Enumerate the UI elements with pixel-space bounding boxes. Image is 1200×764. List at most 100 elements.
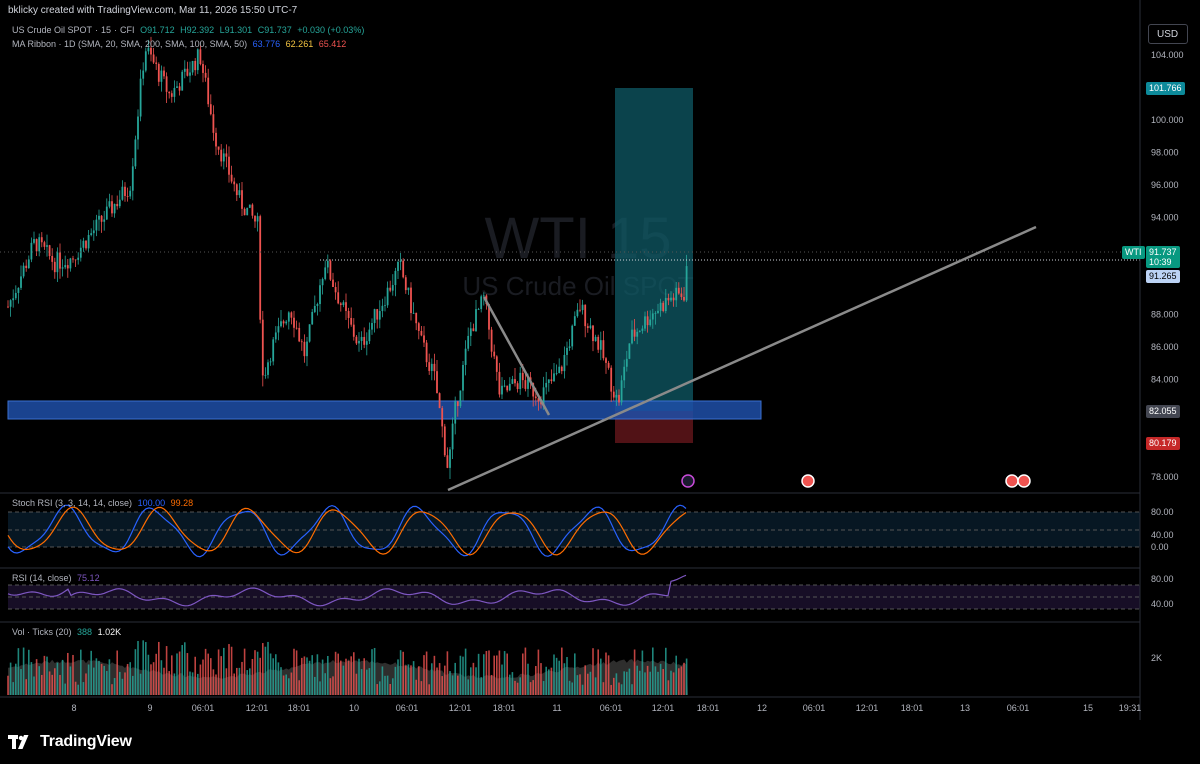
volume-bar xyxy=(535,666,537,695)
volume-bar xyxy=(659,663,662,695)
currency-button[interactable]: USD xyxy=(1148,24,1188,44)
volume-bar xyxy=(366,669,368,695)
candle-body xyxy=(194,60,197,71)
symbol-legend[interactable]: US Crude Oil SPOT · 15 · CFI O91.712 H92.392… xyxy=(12,25,365,35)
volume-bar xyxy=(639,670,641,695)
trendline-ascending[interactable] xyxy=(447,225,1037,492)
candle-body xyxy=(116,203,119,207)
candle-body xyxy=(394,270,397,286)
target-box[interactable] xyxy=(615,88,693,411)
event-icons xyxy=(681,474,1031,488)
candle-body xyxy=(183,68,186,72)
candle-body xyxy=(293,317,295,328)
time-tick-label: 12:01 xyxy=(856,703,879,713)
candle-body xyxy=(22,265,25,277)
volume-bar xyxy=(329,678,332,695)
time-tick-label: 06:01 xyxy=(192,703,215,713)
candle-body xyxy=(126,195,129,197)
support-zone[interactable] xyxy=(7,400,762,420)
volume-bar xyxy=(67,652,69,695)
ma-ribbon-legend[interactable]: MA Ribbon · 1D (SMA, 20, SMA, 200, SMA, … xyxy=(12,39,349,49)
candle-body xyxy=(592,325,594,342)
candle-body xyxy=(415,312,418,324)
symbol-name[interactable]: US Crude Oil SPOT xyxy=(12,25,93,35)
stoch-rsi-legend[interactable]: Stoch RSI (3, 3, 14, 14, close) 100.00 9… xyxy=(12,498,196,508)
volume-bar xyxy=(589,671,592,695)
stop-price-tag: 80.179 xyxy=(1146,437,1180,450)
volume-bar xyxy=(132,675,134,695)
candle-body xyxy=(506,385,509,391)
trendline-descending[interactable] xyxy=(482,296,551,416)
price-axis[interactable]: 104.000 100.000 98.000 96.000 94.000 88.000 86… xyxy=(1151,50,1184,482)
volume-bar xyxy=(256,651,259,695)
candle-body xyxy=(615,394,618,398)
volume-bar xyxy=(95,658,98,695)
candle-body xyxy=(407,287,410,291)
candle-body xyxy=(425,342,428,363)
candle-body xyxy=(527,377,529,389)
us-flag-event-icon[interactable] xyxy=(1017,474,1031,488)
candle-body xyxy=(217,146,220,150)
chart-canvas[interactable]: WTI 15 US Crude Oil SPOT 104.000 100.000 9… xyxy=(0,0,1200,720)
candle-body xyxy=(495,356,498,372)
rsi-label[interactable]: RSI (14, close) xyxy=(12,573,72,583)
candle-body xyxy=(261,319,264,376)
volume-bar xyxy=(350,656,352,695)
stoch-tick-label: 40.00 xyxy=(1151,530,1174,540)
candle-body xyxy=(64,265,67,268)
us-flag-event-icon[interactable] xyxy=(801,474,815,488)
candle-body xyxy=(472,328,475,332)
earnings-event-icon[interactable] xyxy=(681,474,695,488)
volume-bar xyxy=(212,669,215,695)
volume-label[interactable]: Vol · Ticks (20) xyxy=(12,627,72,637)
candle-body xyxy=(381,305,384,312)
candle-body xyxy=(35,239,38,252)
candle-body xyxy=(178,86,181,91)
symbol-interval: 15 xyxy=(101,25,112,35)
volume-bar xyxy=(597,649,599,695)
volume-bars xyxy=(7,640,688,695)
volume-bar xyxy=(233,673,235,695)
us-flag-event-icon[interactable] xyxy=(1005,474,1019,488)
candle-body xyxy=(631,329,633,344)
volume-bar xyxy=(41,674,43,695)
volume-bar xyxy=(259,657,261,695)
volume-bar xyxy=(511,672,514,695)
candle-body xyxy=(373,309,376,324)
candle-body xyxy=(605,358,607,363)
candle-body xyxy=(308,324,311,342)
candle-body xyxy=(680,293,683,297)
volume-legend[interactable]: Vol · Ticks (20) 388 1.02K xyxy=(12,627,124,637)
price-tick-label: 104.000 xyxy=(1151,50,1184,60)
volume-bar xyxy=(683,662,685,695)
time-tick-label: 12 xyxy=(757,703,767,713)
volume-bar xyxy=(566,657,568,695)
candle-body xyxy=(563,354,566,372)
ma-value-3: 65.412 xyxy=(318,39,347,49)
volume-bar xyxy=(147,654,150,695)
candle-body xyxy=(462,364,464,391)
candle-body xyxy=(256,216,259,222)
candle-body xyxy=(475,309,477,332)
time-axis[interactable]: 8 9 06:01 12:01 18:01 10 06:01 12:01 18:01 11 06:0… xyxy=(71,703,1141,713)
stoch-rsi-label[interactable]: Stoch RSI (3, 3, 14, 14, close) xyxy=(12,498,133,508)
volume-bar xyxy=(363,658,365,695)
volume-bar xyxy=(129,662,131,695)
time-tick-label: 18:01 xyxy=(697,703,720,713)
candle-body xyxy=(664,297,667,312)
candle-body xyxy=(657,310,659,313)
volume-bar xyxy=(498,650,501,695)
ma-ribbon-label[interactable]: MA Ribbon · 1D (SMA, 20, SMA, 200, SMA, … xyxy=(12,39,248,49)
last-price-tag: 91.737 10:39 xyxy=(1146,246,1180,268)
candle-body xyxy=(389,287,392,291)
candle-body xyxy=(508,383,511,391)
rsi-legend[interactable]: RSI (14, close) 75.12 xyxy=(12,573,103,583)
volume-bar xyxy=(298,680,300,695)
volume-bar xyxy=(238,667,241,695)
stoch-d-value: 99.28 xyxy=(170,498,194,508)
volume-bar xyxy=(90,650,92,695)
candle-body xyxy=(230,174,233,182)
stoch-d-line xyxy=(7,506,687,556)
tradingview-logo[interactable]: TradingView xyxy=(8,733,132,751)
candle-body xyxy=(571,325,574,347)
